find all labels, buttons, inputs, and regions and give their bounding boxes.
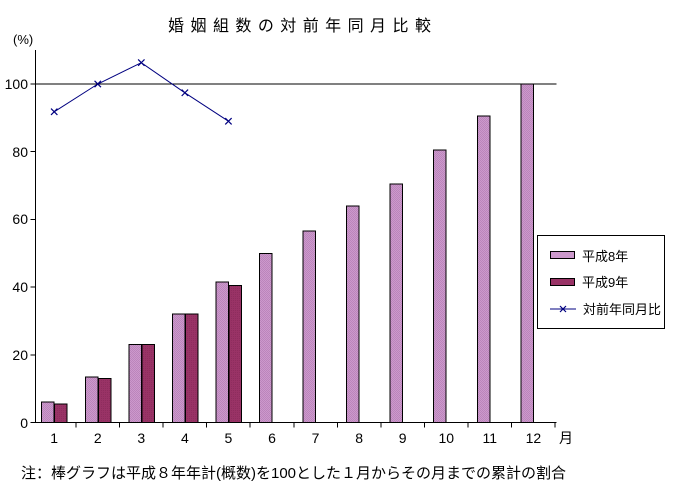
bar-heisei9-month-1 [54, 403, 68, 423]
bar-heisei8-month-10 [433, 149, 447, 423]
y-tick-label-80: 80 [12, 143, 28, 160]
bar-heisei8-month-4 [171, 313, 186, 424]
x-tick-label-1: 1 [50, 430, 59, 446]
bar-heisei8-month-8 [346, 205, 360, 423]
x-tick-label-12: 12 [525, 430, 542, 446]
heisei9-swatch-icon [550, 277, 575, 286]
legend-label-heisei8: 平成8年 [582, 248, 629, 264]
footnote: 注：棒グラフは平成８年年計(概数)を100とした１月からその月までの累計の割合 [21, 465, 567, 482]
x-tick-label-7: 7 [311, 430, 320, 446]
y-axis-unit-label: (%) [13, 32, 34, 47]
y-tick-label-20: 20 [12, 346, 28, 363]
legend-item-heisei8: 平成8年 [550, 246, 664, 265]
bar-heisei8-month-6 [259, 252, 273, 424]
bar-heisei8-month-5 [215, 281, 229, 423]
legend-label-ratio: 対前年同月比 [583, 302, 662, 318]
legend-label-heisei9: 平成9年 [582, 275, 629, 291]
legend-x-marker [559, 305, 567, 313]
ratio-marker-month-4 [181, 89, 189, 97]
x-tick-label-11: 11 [482, 430, 498, 446]
bar-heisei8-month-2 [84, 376, 99, 423]
x-tick-label-4: 4 [180, 430, 189, 446]
legend-item-heisei9: 平成9年 [550, 272, 664, 291]
bar-heisei8-month-11 [476, 115, 491, 423]
y-tick-label-60: 60 [12, 211, 28, 228]
bar-heisei9-month-3 [141, 344, 155, 424]
bar-heisei8-month-3 [128, 344, 142, 424]
ratio-line [53, 62, 229, 122]
x-tick-label-10: 10 [438, 430, 455, 446]
bar-heisei8-month-7 [302, 230, 317, 423]
x-axis-unit-label: 月 [559, 430, 573, 446]
x-tick-label-6: 6 [268, 430, 276, 446]
chart-title: 婚 姻 組 数 の 対 前 年 同 月 比 較 [168, 18, 432, 35]
bar-heisei9-month-4 [184, 313, 199, 424]
ratio-marker-month-1 [50, 108, 58, 116]
y-tick-label-40: 40 [12, 279, 28, 296]
x-tick-label-5: 5 [224, 430, 233, 446]
ratio-marker-month-2 [94, 80, 102, 88]
legend: 平成8年 平成9年 対前年同月比 [537, 235, 665, 329]
bar-heisei9-month-5 [228, 284, 242, 423]
bar-heisei8-month-1 [41, 401, 55, 424]
x-tick-label-3: 3 [137, 430, 146, 446]
y-tick-label-100: 100 [4, 76, 28, 92]
heisei8-swatch-icon [550, 251, 575, 260]
bar-heisei8-month-9 [389, 183, 404, 423]
x-tick-label-8: 8 [355, 430, 363, 446]
x-tick-label-2: 2 [93, 430, 102, 446]
ratio-line-sample-icon [550, 305, 576, 313]
ratio-marker-month-3 [137, 59, 145, 67]
legend-item-ratio: 対前年同月比 [550, 299, 664, 318]
bar-heisei8-month-12 [520, 83, 534, 423]
ratio-marker-month-5 [224, 117, 233, 125]
bar-heisei9-month-2 [97, 378, 112, 423]
y-tick-label-0: 0 [20, 414, 28, 431]
x-tick-label-9: 9 [398, 430, 407, 446]
